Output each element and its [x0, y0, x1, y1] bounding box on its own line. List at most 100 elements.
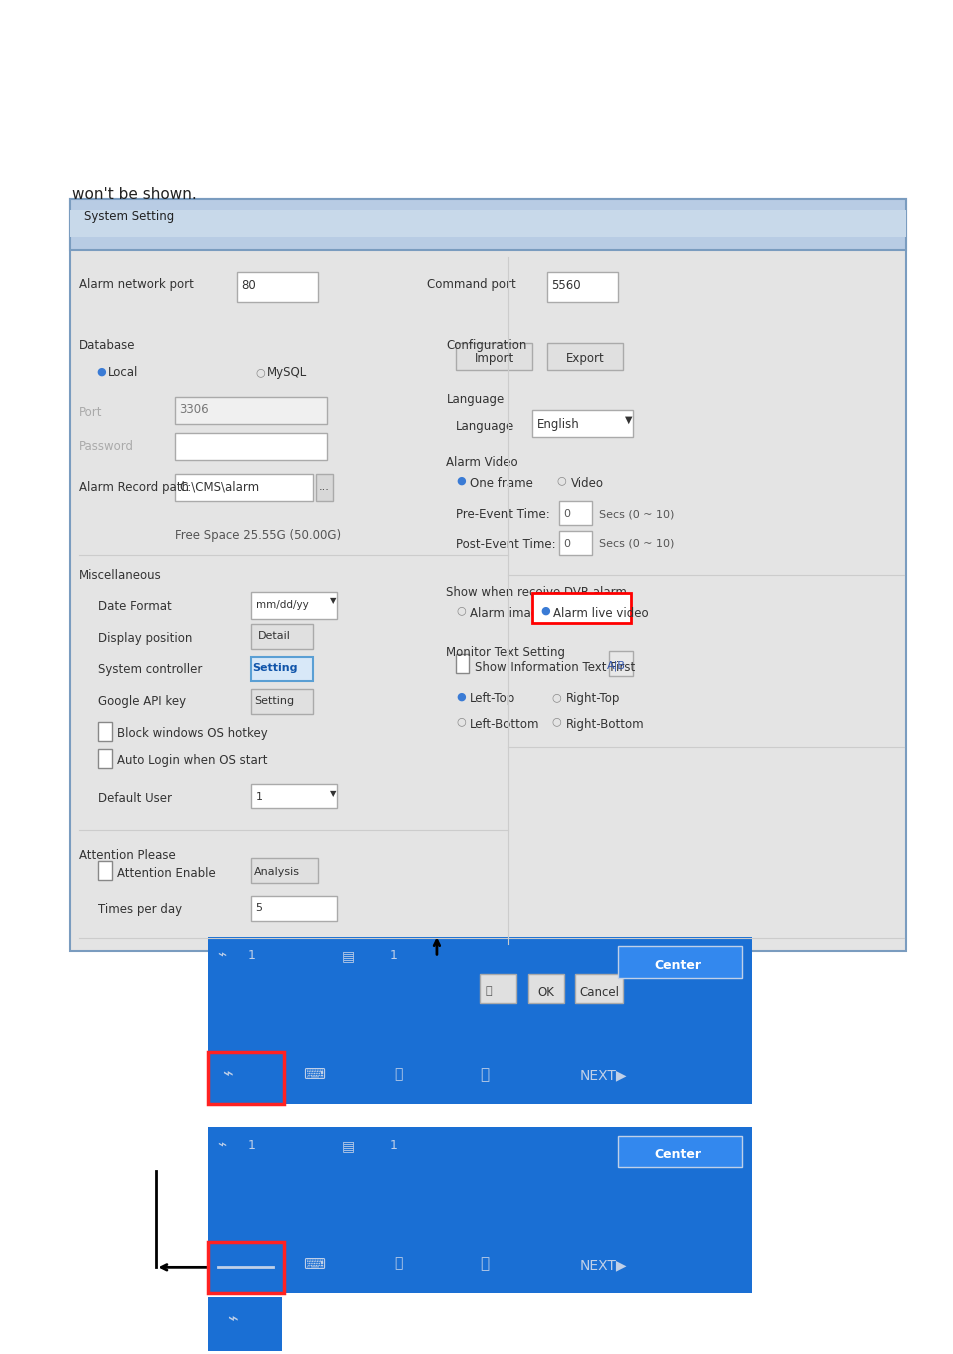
Text: ○: ○: [551, 692, 560, 701]
Bar: [174, 397, 327, 424]
Text: Center: Center: [654, 959, 701, 972]
Text: C:\CMS\alarm: C:\CMS\alarm: [179, 481, 259, 494]
Text: Secs (0 ~ 10): Secs (0 ~ 10): [598, 539, 674, 548]
Text: Center: Center: [654, 1148, 701, 1162]
Bar: [208, 1052, 284, 1104]
Text: ●: ●: [456, 475, 465, 485]
Text: 5560: 5560: [551, 279, 580, 292]
Text: Export: Export: [565, 352, 603, 366]
Bar: [208, 1242, 751, 1293]
Text: Google API key: Google API key: [98, 695, 186, 708]
Bar: [208, 982, 751, 1104]
Text: Free Space 25.55G (50.00G): Free Space 25.55G (50.00G): [174, 529, 340, 543]
Bar: [315, 474, 333, 501]
Bar: [98, 749, 112, 768]
Text: 1: 1: [389, 1139, 396, 1152]
Bar: [618, 946, 741, 978]
Text: 1: 1: [389, 949, 396, 963]
Text: ▼: ▼: [624, 414, 632, 424]
Bar: [70, 199, 905, 951]
Text: ⌁: ⌁: [217, 948, 227, 963]
Bar: [546, 343, 622, 370]
Text: ⌨: ⌨: [303, 1067, 325, 1082]
Text: Import: Import: [474, 352, 514, 366]
Bar: [456, 343, 532, 370]
Text: A|B: A|B: [606, 661, 625, 672]
Text: Password: Password: [79, 440, 134, 454]
Text: Command port: Command port: [427, 278, 516, 291]
Text: Cancel: Cancel: [578, 986, 618, 999]
Bar: [251, 858, 317, 883]
Bar: [251, 689, 313, 714]
Bar: [479, 974, 516, 1003]
Bar: [527, 974, 563, 1003]
Text: Configuration: Configuration: [446, 338, 526, 352]
Bar: [575, 974, 622, 1003]
Text: 0: 0: [562, 539, 569, 548]
Text: Post-Event Time:: Post-Event Time:: [456, 538, 555, 551]
Bar: [558, 501, 592, 525]
Text: OK: OK: [537, 986, 554, 999]
Bar: [70, 210, 905, 237]
Bar: [208, 937, 751, 982]
Bar: [70, 199, 905, 250]
Text: ●: ●: [96, 367, 106, 376]
Text: ⌁: ⌁: [217, 1137, 227, 1152]
Text: Left-Bottom: Left-Bottom: [470, 718, 539, 731]
Text: 1: 1: [248, 949, 255, 963]
Bar: [251, 784, 336, 808]
Bar: [532, 593, 630, 623]
Text: Miscellaneous: Miscellaneous: [79, 569, 162, 582]
Text: Analysis: Analysis: [253, 867, 299, 876]
Text: NEXT▶: NEXT▶: [579, 1068, 627, 1082]
Text: ○: ○: [456, 605, 465, 615]
Text: NEXT▶: NEXT▶: [579, 1258, 627, 1271]
Text: Alarm live video: Alarm live video: [553, 607, 648, 620]
Text: won't be shown.: won't be shown.: [71, 187, 196, 202]
Text: Setting: Setting: [252, 663, 297, 673]
Bar: [174, 474, 313, 501]
Text: Right-Bottom: Right-Bottom: [565, 718, 643, 731]
Text: 80: 80: [241, 279, 255, 292]
Text: ○: ○: [456, 716, 465, 726]
Text: 0: 0: [562, 509, 569, 519]
Text: 1: 1: [255, 792, 262, 802]
Text: ⌁: ⌁: [222, 1066, 233, 1083]
Text: Database: Database: [79, 338, 135, 352]
Text: 🖨: 🖨: [394, 1257, 402, 1270]
Bar: [208, 1127, 751, 1171]
Bar: [546, 272, 618, 302]
Text: Right-Top: Right-Top: [565, 692, 619, 705]
Bar: [236, 272, 317, 302]
Text: Show when receive DVR alarm: Show when receive DVR alarm: [446, 586, 627, 600]
Text: Display position: Display position: [98, 632, 193, 646]
Text: 3306: 3306: [179, 403, 209, 417]
Text: 🖨: 🖨: [394, 1067, 402, 1080]
Text: Auto Login when OS start: Auto Login when OS start: [117, 754, 268, 768]
Text: 📷: 📷: [485, 986, 491, 995]
Text: ▼: ▼: [330, 596, 336, 604]
Text: ○: ○: [255, 367, 265, 376]
Bar: [98, 722, 112, 741]
Bar: [608, 651, 633, 676]
Text: ...: ...: [318, 482, 329, 492]
Text: ●: ●: [456, 692, 465, 701]
Text: Alarm network port: Alarm network port: [79, 278, 193, 291]
Text: Show Information Text First: Show Information Text First: [475, 661, 635, 674]
Text: Port: Port: [79, 406, 103, 420]
Text: Pre-Event Time:: Pre-Event Time:: [456, 508, 549, 521]
Bar: [251, 624, 313, 649]
Text: ▼: ▼: [330, 789, 336, 798]
Text: 1: 1: [248, 1139, 255, 1152]
Text: English: English: [537, 418, 579, 432]
Text: Video: Video: [570, 477, 603, 490]
Text: Attention Enable: Attention Enable: [117, 867, 216, 880]
Bar: [532, 410, 632, 437]
Text: ⌨: ⌨: [303, 1257, 325, 1271]
Text: Monitor Text Setting: Monitor Text Setting: [446, 646, 565, 659]
Text: Setting: Setting: [254, 696, 294, 705]
Text: Date Format: Date Format: [98, 600, 172, 613]
Bar: [558, 531, 592, 555]
Text: Local: Local: [108, 366, 138, 379]
Text: MySQL: MySQL: [267, 366, 307, 379]
